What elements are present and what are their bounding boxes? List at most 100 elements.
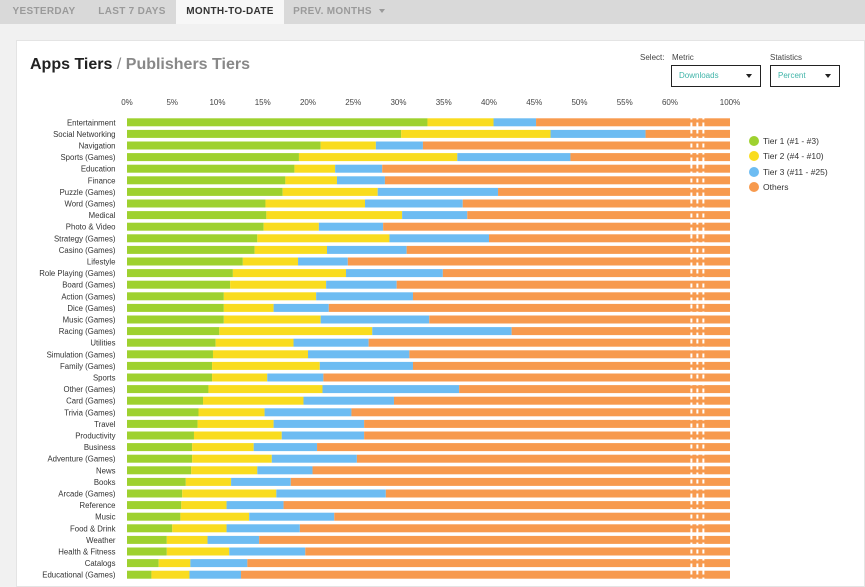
bar-segment bbox=[166, 535, 208, 544]
bar-segment bbox=[223, 303, 274, 312]
page-title: Apps Tiers / Publishers Tiers bbox=[30, 56, 250, 74]
bar-segment bbox=[223, 292, 317, 301]
metric-value: Downloads bbox=[679, 71, 719, 80]
tab-yesterday[interactable]: YESTERDAY bbox=[12, 6, 76, 17]
bar-segment bbox=[127, 443, 193, 452]
bar-segment bbox=[127, 419, 198, 428]
x-tick-label: 30% bbox=[390, 98, 406, 107]
bar-segment bbox=[193, 431, 282, 440]
category-label: Strategy (Games) bbox=[54, 234, 116, 243]
legend-item-others[interactable]: Others bbox=[749, 181, 789, 193]
legend-swatch bbox=[749, 135, 759, 146]
bar-segment bbox=[127, 199, 266, 208]
bar-segment bbox=[320, 141, 376, 150]
bar-segment bbox=[293, 338, 369, 347]
bar-segment bbox=[127, 350, 213, 359]
tab-month-to-date[interactable]: MONTH-TO-DATE bbox=[176, 0, 284, 24]
bar-segment bbox=[308, 350, 410, 359]
bar-segment bbox=[409, 350, 730, 359]
select-label: Select: bbox=[640, 53, 665, 62]
category-label: Utilities bbox=[90, 339, 115, 348]
category-label: News bbox=[96, 466, 116, 475]
bar-segment bbox=[208, 385, 323, 394]
bar-segment bbox=[215, 338, 294, 347]
category-label: Dice (Games) bbox=[67, 304, 115, 313]
legend-swatch bbox=[749, 166, 759, 177]
bar-segment bbox=[298, 257, 348, 266]
metric-dropdown[interactable]: Downloads bbox=[671, 65, 761, 87]
bar-segment bbox=[127, 512, 181, 521]
statistics-dropdown[interactable]: Percent bbox=[770, 65, 840, 87]
bar-segment bbox=[259, 535, 730, 544]
bar-segment bbox=[180, 512, 250, 521]
bar-segment bbox=[389, 234, 489, 243]
bar-segment bbox=[127, 373, 213, 382]
category-label: Simulation (Games) bbox=[47, 350, 116, 359]
bar-segment bbox=[127, 303, 224, 312]
x-tick-label: 20% bbox=[300, 98, 316, 107]
bar-segment bbox=[442, 269, 730, 278]
bar-segment bbox=[127, 361, 213, 370]
category-label: Lifestyle bbox=[87, 258, 116, 267]
bar-segment bbox=[326, 280, 397, 289]
category-label: Weather bbox=[86, 536, 116, 545]
x-tick-label: 45% bbox=[526, 98, 542, 107]
bar-segment bbox=[127, 187, 283, 196]
legend-swatch bbox=[749, 150, 759, 161]
category-label: Travel bbox=[94, 420, 116, 429]
bar-segment bbox=[127, 547, 167, 556]
bar-segment bbox=[536, 118, 730, 127]
bar-segment bbox=[242, 257, 299, 266]
category-label: Trivia (Games) bbox=[64, 408, 116, 417]
category-label: Word (Games) bbox=[65, 200, 116, 209]
category-label: Catalogs bbox=[85, 559, 116, 568]
bar-segment bbox=[328, 303, 730, 312]
tab-prev-months[interactable]: PREV. MONTHS bbox=[284, 0, 394, 24]
bar-segment bbox=[127, 245, 255, 254]
tab-last-7-days[interactable]: LAST 7 DAYS bbox=[98, 6, 166, 17]
bar-segment bbox=[263, 222, 319, 231]
x-tick-label: 10% bbox=[209, 98, 225, 107]
bar-segment bbox=[219, 327, 373, 336]
bar-segment bbox=[198, 408, 265, 417]
bar-segment bbox=[197, 419, 274, 428]
bar-segment bbox=[127, 327, 220, 336]
bar-segment bbox=[253, 443, 318, 452]
legend-label: Others bbox=[763, 182, 789, 192]
legend-label: Tier 2 (#4 - #10) bbox=[763, 151, 824, 161]
bar-segment bbox=[266, 211, 403, 220]
bar-segment bbox=[230, 280, 327, 289]
category-label: Puzzle (Games) bbox=[60, 188, 116, 197]
bar-segment bbox=[127, 257, 243, 266]
bar-segment bbox=[158, 559, 191, 568]
category-label: Family (Games) bbox=[60, 362, 116, 371]
bar-segment bbox=[190, 559, 248, 568]
bar-segment bbox=[191, 466, 258, 475]
bar-segment bbox=[264, 408, 352, 417]
legend-item-tier-2[interactable]: Tier 2 (#4 - #10) bbox=[749, 150, 824, 162]
bar-segment bbox=[166, 547, 230, 556]
bar-segment bbox=[127, 153, 299, 162]
bar-segment bbox=[299, 524, 730, 533]
bar-segment bbox=[127, 234, 258, 243]
x-tick-label: 40% bbox=[481, 98, 497, 107]
bar-segment bbox=[322, 385, 460, 394]
title-apps-tiers[interactable]: Apps Tiers bbox=[30, 56, 113, 73]
bar-segment bbox=[207, 535, 260, 544]
category-label: Sports (Games) bbox=[60, 153, 115, 162]
category-label: Educational (Games) bbox=[42, 571, 116, 580]
bar-segment bbox=[364, 431, 730, 440]
bar-segment bbox=[393, 396, 730, 405]
bar-segment bbox=[127, 570, 152, 579]
title-separator: / bbox=[116, 56, 122, 73]
bar-segment bbox=[383, 222, 730, 231]
bar-segment bbox=[212, 361, 320, 370]
category-label: Role Playing (Games) bbox=[39, 269, 116, 278]
bar-segment bbox=[127, 176, 286, 185]
bar-segment bbox=[192, 443, 254, 452]
title-publishers-tiers[interactable]: Publishers Tiers bbox=[125, 56, 250, 73]
bar-segment bbox=[384, 176, 730, 185]
legend-item-tier-3[interactable]: Tier 3 (#11 - #25) bbox=[749, 166, 828, 178]
legend-item-tier-1[interactable]: Tier 1 (#1 - #3) bbox=[749, 135, 819, 147]
bar-segment bbox=[406, 245, 730, 254]
